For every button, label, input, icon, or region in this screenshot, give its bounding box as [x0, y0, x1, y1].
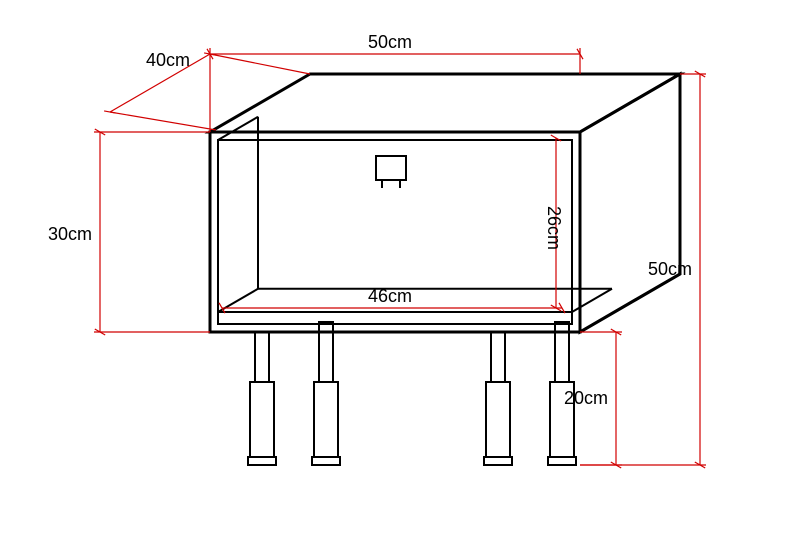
leg-upper: [491, 332, 505, 382]
side-face: [580, 74, 680, 332]
leg-lower: [250, 382, 274, 457]
dim-label-30cm: 30cm: [48, 224, 92, 244]
leg-foot: [548, 457, 576, 465]
top-face: [210, 74, 680, 132]
dim-label-46cm: 46cm: [368, 286, 412, 306]
dim-label-26cm: 26cm: [544, 206, 564, 250]
leg-lower: [314, 382, 338, 457]
drawer-handle: [376, 156, 406, 180]
dim-label-20cm: 20cm: [564, 388, 608, 408]
dim-label-40cm: 40cm: [146, 50, 190, 70]
dim-label-50cm-top: 50cm: [368, 32, 412, 52]
dim-label-50cm-right: 50cm: [648, 259, 692, 279]
leg-lower: [486, 382, 510, 457]
technical-drawing: 50cm 40cm 30cm 46cm 26cm 50cm 20cm: [0, 0, 800, 533]
leg-foot: [312, 457, 340, 465]
leg-upper: [255, 332, 269, 382]
leg-foot: [484, 457, 512, 465]
leg-foot: [248, 457, 276, 465]
